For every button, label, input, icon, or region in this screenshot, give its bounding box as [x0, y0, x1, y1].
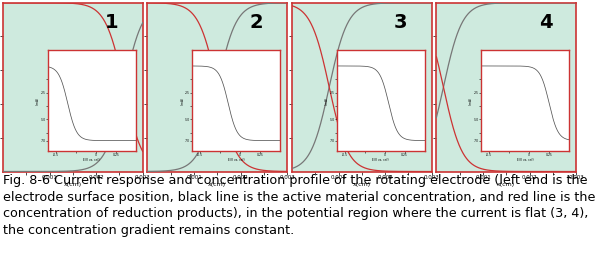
- Text: 1: 1: [105, 13, 119, 32]
- Text: 3: 3: [394, 13, 408, 32]
- Text: 2: 2: [250, 13, 263, 32]
- Text: 4: 4: [539, 13, 552, 32]
- X-axis label: x(cm): x(cm): [497, 182, 515, 187]
- X-axis label: x(cm): x(cm): [353, 182, 371, 187]
- X-axis label: x(cm): x(cm): [64, 182, 82, 187]
- Text: Fig. 8-6 Current response and concentration profile of the rotating electrode (l: Fig. 8-6 Current response and concentrat…: [3, 174, 595, 237]
- X-axis label: x(cm): x(cm): [208, 182, 226, 187]
